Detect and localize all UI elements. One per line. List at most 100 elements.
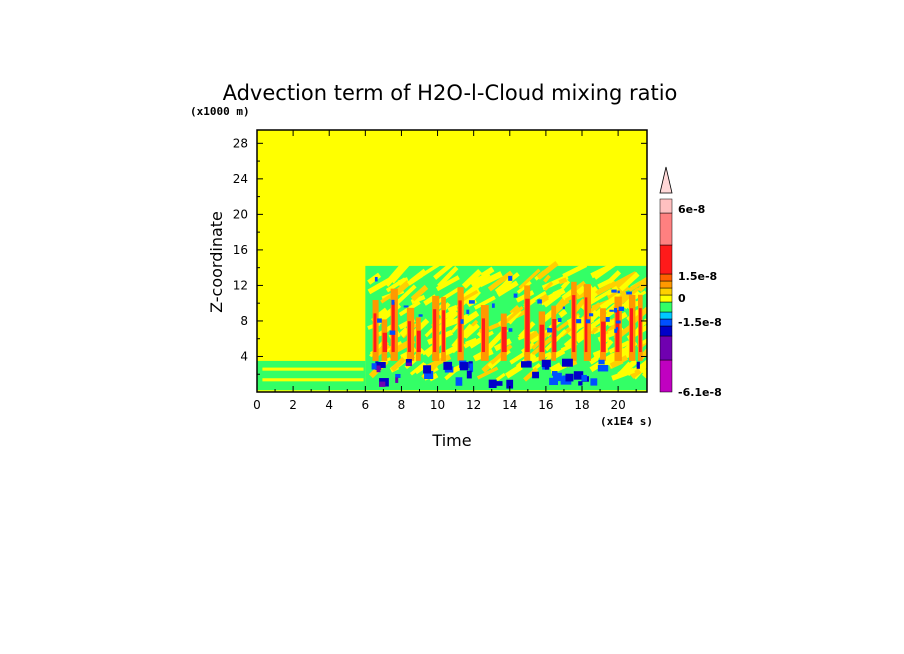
colorbar-swatch	[659, 311, 673, 320]
negative-speck	[418, 314, 423, 317]
negative-speck	[557, 318, 562, 323]
colorbar-swatch	[659, 212, 673, 246]
streak	[641, 367, 647, 379]
streak	[428, 372, 439, 382]
plume-core	[584, 297, 588, 353]
negative-core	[376, 365, 381, 373]
streak	[558, 309, 568, 318]
negative-speck	[460, 319, 464, 324]
negative-core	[395, 377, 399, 383]
plume-core	[629, 308, 633, 353]
streak	[410, 284, 429, 302]
negative-patch	[549, 377, 559, 386]
colorbar-swatch	[659, 318, 673, 327]
streak	[637, 353, 647, 371]
y-tick-label: 8	[240, 314, 248, 328]
negative-patch	[492, 381, 503, 386]
y-tick-label: 24	[233, 172, 248, 186]
streak	[465, 280, 483, 297]
negative-patch	[578, 381, 583, 386]
streak	[385, 277, 407, 293]
x-tick-label: 18	[574, 398, 589, 412]
negative-speck	[562, 306, 566, 310]
streak	[390, 356, 406, 372]
negative-speck	[391, 299, 395, 305]
streak	[461, 269, 483, 289]
streak	[560, 279, 571, 290]
plume-core	[391, 301, 395, 353]
plot-area	[257, 130, 647, 392]
negative-patch	[590, 378, 598, 386]
negative-speck	[403, 305, 409, 308]
streak	[409, 361, 426, 376]
x-tick-label: 4	[325, 398, 333, 412]
streak	[549, 362, 562, 373]
negative-patch	[455, 377, 463, 386]
negative-patch	[565, 373, 574, 382]
streak	[586, 289, 612, 307]
x-tick-label: 0	[253, 398, 261, 412]
streak	[593, 280, 617, 297]
streak	[395, 284, 417, 305]
colorbar-swatch	[659, 287, 673, 296]
colorbar-swatch	[659, 294, 673, 303]
negative-patch	[424, 370, 434, 380]
shallow-layer-band	[262, 378, 364, 382]
streak	[562, 262, 588, 279]
colorbar-swatch	[659, 359, 673, 393]
negative-speck	[611, 289, 617, 293]
streak	[637, 280, 647, 293]
plume-core	[481, 318, 485, 353]
streak	[463, 340, 473, 349]
negative-patch	[459, 362, 469, 371]
x-tick-label: 6	[362, 398, 370, 412]
colorbar-swatch	[659, 325, 673, 337]
streak	[576, 285, 587, 296]
negative-patch	[541, 359, 551, 368]
streak	[478, 271, 503, 288]
colorbar: 6e-8 1.5e-8 0 -1.5e-8 -6.1e-8	[659, 166, 722, 399]
x-tick-label: 10	[430, 398, 445, 412]
streak	[495, 372, 506, 382]
negative-patch	[405, 359, 412, 366]
streak	[469, 271, 491, 287]
colorbar-label: -1.5e-8	[678, 316, 722, 329]
streak	[418, 261, 443, 279]
negative-patch	[371, 363, 381, 370]
colorbar-label: 0	[678, 292, 686, 305]
streak	[435, 275, 460, 292]
streak	[433, 258, 458, 280]
negative-patch	[443, 361, 453, 370]
negative-speck	[614, 307, 618, 313]
negative-speck	[588, 313, 594, 317]
streak	[504, 305, 524, 324]
x-tick-label: 12	[466, 398, 481, 412]
plume-core	[601, 321, 606, 353]
colorbar-arrow	[659, 166, 673, 194]
streak	[552, 289, 561, 297]
negative-speck	[617, 290, 620, 294]
x-unit-label: (x1E4 s)	[600, 415, 653, 428]
plume-core	[615, 309, 620, 353]
y-unit-label: (x1000 m)	[190, 105, 250, 118]
negative-speck	[508, 328, 513, 332]
y-axis: 4 8 12 16 20 24 28	[233, 136, 647, 375]
streak	[619, 271, 640, 292]
streak	[410, 294, 426, 305]
negative-patch	[562, 358, 573, 367]
negative-speck	[508, 275, 513, 281]
streak	[523, 367, 539, 382]
negative-patch	[506, 379, 514, 389]
negative-core	[405, 362, 413, 367]
negative-speck	[466, 309, 470, 314]
plume-core	[433, 309, 437, 353]
plume-core	[373, 313, 377, 353]
streak	[407, 273, 423, 286]
x-axis: 0 2 4 6 8 10 12 14 16 18 20	[253, 130, 637, 412]
streak	[487, 270, 514, 292]
negative-speck	[615, 327, 619, 331]
streak	[609, 355, 629, 369]
streak	[630, 368, 642, 379]
x-tick-label: 14	[502, 398, 517, 412]
